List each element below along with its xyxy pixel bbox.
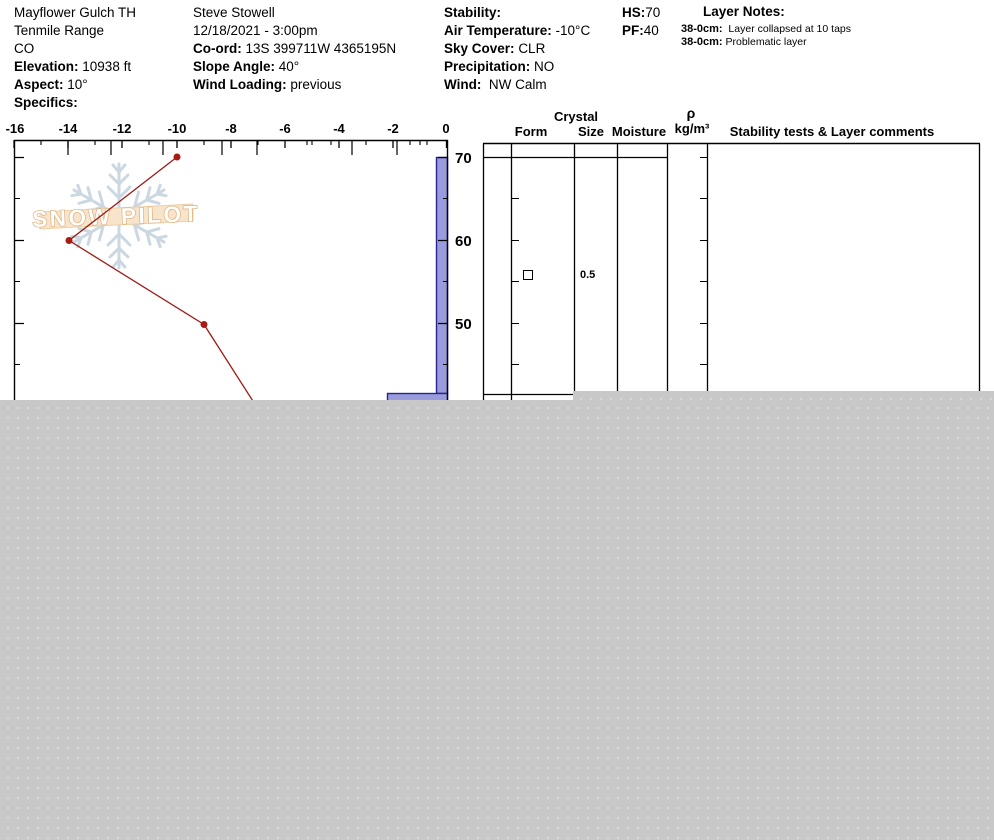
observer-column: Steve Stowell 12/18/2021 - 3:00pm Co-ord… (193, 4, 396, 94)
pit-depth: PF:40 (622, 23, 659, 38)
snowpilot-watermark: SNOW PILOT (31, 162, 201, 270)
temp-tick-label: -6 (279, 121, 291, 136)
temp-tick-label: -16 (6, 121, 25, 136)
site-title: Mayflower Gulch TH (14, 5, 137, 20)
depth-tick-label: 70 (455, 150, 472, 167)
grain-size-value: 0.5 (580, 269, 596, 281)
temperature-profile (65, 153, 259, 410)
site-info-column: Mayflower Gulch TH Tenmile Range CO Elev… (14, 4, 136, 112)
temp-profile-line (67, 156, 259, 410)
table-header-rho-unit: kg/m³ (674, 121, 710, 136)
observer-name: Steve Stowell (193, 5, 275, 20)
temp-point-50cm (200, 321, 208, 328)
temp-tick-label: -2 (387, 121, 399, 136)
temp-tick-label: -8 (225, 121, 237, 136)
temp-axis-minor-ticks (40, 140, 428, 145)
hardness-bar-layer-1 (435, 156, 449, 395)
watermark-banner (39, 203, 194, 230)
depth-tick-label: 50 (455, 316, 472, 333)
cutoff-gray-area (0, 400, 994, 840)
temp-point-60cm (65, 237, 73, 244)
layer-note-2: 38-0cm: Problematic layer (681, 36, 807, 48)
site-aspect: Aspect: 10° (14, 77, 88, 92)
form-column-depth-ticks (511, 197, 519, 366)
site-state: CO (14, 41, 35, 56)
cutoff-gray-step (573, 391, 994, 401)
depth-minor-ticks (14, 197, 448, 366)
totals-column: HS:70 PF:40 (622, 4, 660, 40)
wind-loading: Wind Loading: previous (193, 77, 342, 92)
temp-tick-label: -14 (59, 121, 79, 136)
slope-angle: Slope Angle: 40° (193, 59, 300, 74)
wind: Wind: NW Calm (444, 77, 547, 92)
site-specifics: Specifics: (14, 95, 78, 110)
temp-tick-label: -4 (333, 121, 345, 136)
stability: Stability: (444, 5, 502, 20)
snow-profile-graph: SNOW PILOT -16 -14 -12 -10 -8 -6 -4 -2 0 (6, 121, 981, 410)
temp-tick-label: 0 (442, 121, 449, 136)
depth-major-ticks (14, 156, 448, 325)
temp-tick-label: -12 (113, 121, 132, 136)
table-header-crystal: Crystal (553, 109, 599, 124)
depth-axis-labels: 70 60 50 (455, 150, 472, 333)
site-elevation: Elevation: 10938 ft (14, 59, 132, 74)
watermark-text: SNOW PILOT (32, 201, 200, 232)
table-header-form: Form (514, 124, 548, 139)
hardness-scale-ticks (67, 140, 398, 155)
hardness-bars (386, 156, 449, 409)
site-range: Tenmile Range (14, 23, 105, 38)
table-column-lines (482, 143, 981, 401)
table-header-moisture: Moisture (611, 124, 667, 139)
table-header-size: Size (577, 124, 605, 139)
precipitation: Precipitation: NO (444, 59, 555, 74)
layer-notes-title: Layer Notes: (703, 4, 785, 19)
air-temperature: Air Temperature: -10°C (444, 23, 591, 38)
temp-axis-labels: -16 -14 -12 -10 -8 -6 -4 -2 0 (6, 121, 450, 136)
layer-note-1: 38-0cm: Layer collapsed at 10 taps (681, 23, 852, 35)
coordinates: Co-ord: 13S 399711W 4365195N (193, 41, 397, 56)
table-header-rho: ρ (686, 105, 696, 121)
comments-column-depth-ticks (700, 156, 708, 366)
depth-tick-label: 60 (455, 233, 472, 250)
snow-height-total: HS:70 (622, 5, 661, 20)
faceted-crystals-icon (523, 270, 533, 280)
temp-tick-label: -10 (168, 121, 187, 136)
temp-point-70cm (173, 153, 181, 161)
table-header-comments: Stability tests & Layer comments (729, 124, 935, 139)
observation-datetime: 12/18/2021 - 3:00pm (193, 23, 318, 38)
conditions-column: Stability: Air Temperature: -10°C Sky Co… (444, 4, 590, 94)
sky-cover: Sky Cover: CLR (444, 41, 546, 56)
layer-table-grid (482, 142, 981, 401)
